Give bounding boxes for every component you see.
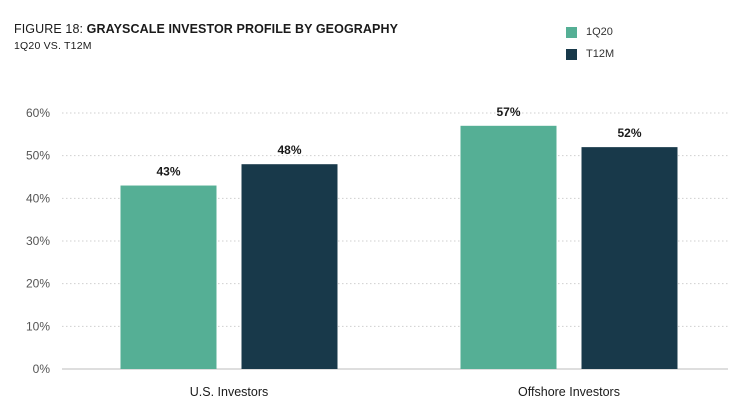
x-category-label: Offshore Investors [518,385,620,399]
y-tick-label: 40% [26,191,50,205]
legend-swatch-t12m [566,48,577,60]
data-labels: 43% 48% 57% 52% [156,105,641,179]
data-label-t12m-0: 48% [277,143,301,157]
chart-title-main: GRAYSCALE INVESTOR PROFILE BY GEOGRAPHY [86,22,399,36]
bar-t12m-1 [581,147,678,369]
data-label-1q20-0: 43% [156,165,180,179]
legend-swatch-1q20 [566,26,577,38]
bars [120,125,678,369]
y-tick-label: 60% [26,106,50,120]
bar-1q20-1 [460,125,557,369]
y-axis-ticks: 0% 10% 20% 30% 40% 50% 60% [26,106,50,376]
y-tick-label: 0% [33,362,51,376]
y-tick-label: 30% [26,234,50,248]
chart-legend: 1Q20 T12M [566,25,614,69]
y-tick-label: 20% [26,277,50,291]
category-labels: U.S. Investors Offshore Investors [190,385,620,399]
legend-item-t12m: T12M [566,47,614,61]
bar-1q20-0 [120,185,217,369]
chart-header: FIGURE 18: GRAYSCALE INVESTOR PROFILE BY… [14,22,398,52]
y-tick-label: 50% [26,149,50,163]
chart-title-prefix: FIGURE 18: [14,22,87,36]
chart-subtitle: 1Q20 VS. T12M [14,40,92,52]
chart-title: FIGURE 18: GRAYSCALE INVESTOR PROFILE BY… [14,22,398,36]
legend-label-t12m: T12M [586,48,615,60]
data-label-1q20-1: 57% [496,105,520,119]
y-tick-label: 10% [26,319,50,333]
x-category-label: U.S. Investors [190,385,269,399]
legend-label-1q20: 1Q20 [586,26,613,38]
bar-t12m-0 [241,164,338,369]
legend-item-1q20: 1Q20 [566,25,614,39]
data-label-t12m-1: 52% [617,126,641,140]
